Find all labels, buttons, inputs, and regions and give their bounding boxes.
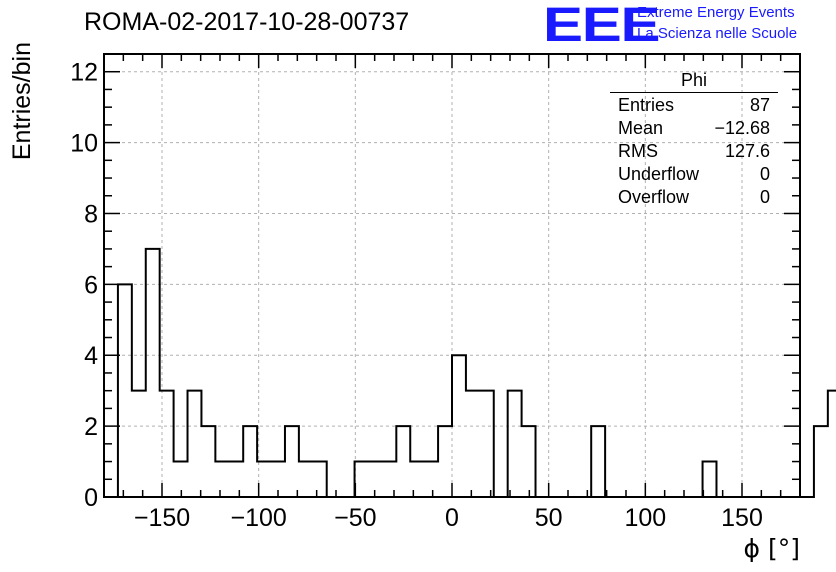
histogram-series-line: [104, 247, 836, 498]
chart-title: ROMA-02-2017-10-28-00737: [84, 8, 410, 36]
y-tick-label: 6: [84, 271, 98, 299]
x-tick-label: −50: [334, 504, 376, 532]
x-tick-label: −100: [231, 504, 287, 532]
stats-label: Entries: [618, 95, 675, 115]
x-tick-label: −150: [134, 504, 190, 532]
stats-label: RMS: [618, 141, 658, 161]
stats-label: Underflow: [618, 164, 700, 184]
x-tick-label: 100: [624, 504, 666, 532]
y-tick-label: 2: [84, 413, 98, 441]
logo-line-2: La Scienza nelle Scuole: [637, 25, 798, 42]
stats-value: 0: [759, 187, 770, 207]
grid-lines: [104, 54, 800, 497]
y-tick-label: 8: [84, 200, 98, 228]
x-tick-label: 150: [721, 504, 763, 532]
stats-title: Phi: [610, 70, 778, 93]
stats-row-entries: Entries 87: [610, 95, 778, 118]
stats-value: −12.68: [714, 118, 770, 138]
logo-line-1: Extreme Energy Events: [637, 4, 795, 21]
stats-row-rms: RMS 127.6: [610, 141, 778, 164]
x-tick-label: 50: [535, 504, 563, 532]
y-tick-label: 0: [84, 484, 98, 512]
stats-row-overflow: Overflow 0: [610, 187, 778, 210]
stats-value: 127.6: [724, 141, 770, 161]
stats-row-mean: Mean −12.68: [610, 118, 778, 141]
stats-row-underflow: Underflow 0: [610, 164, 778, 187]
eee-logo: EEE: [543, 0, 661, 52]
x-tick-label: 0: [445, 504, 459, 532]
x-axis-label: ϕ [°]: [744, 534, 800, 563]
stats-box: Phi Entries 87 Mean −12.68 RMS 127.6 Und…: [610, 70, 778, 210]
stats-label: Mean: [618, 118, 664, 138]
axis-ticks: [103, 53, 801, 498]
stats-value: 87: [749, 95, 770, 115]
tick-labels: −150 −100 −50 0 50 100 150 0 2 4 6 8 10 12: [70, 59, 763, 532]
stats-value: 0: [759, 164, 770, 184]
stats-label: Overflow: [618, 187, 690, 207]
y-axis-label: Entries/bin: [8, 42, 36, 160]
y-tick-label: 12: [70, 59, 98, 87]
y-tick-label: 10: [70, 130, 98, 158]
y-tick-label: 4: [84, 342, 98, 370]
